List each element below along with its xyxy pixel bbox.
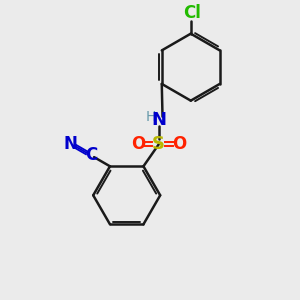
Text: N: N <box>151 112 166 130</box>
Text: H: H <box>146 110 156 124</box>
Text: S: S <box>152 135 165 153</box>
Text: Cl: Cl <box>183 4 201 22</box>
Text: O: O <box>130 135 145 153</box>
Text: N: N <box>64 135 78 153</box>
Text: C: C <box>85 146 97 164</box>
Text: O: O <box>172 135 187 153</box>
